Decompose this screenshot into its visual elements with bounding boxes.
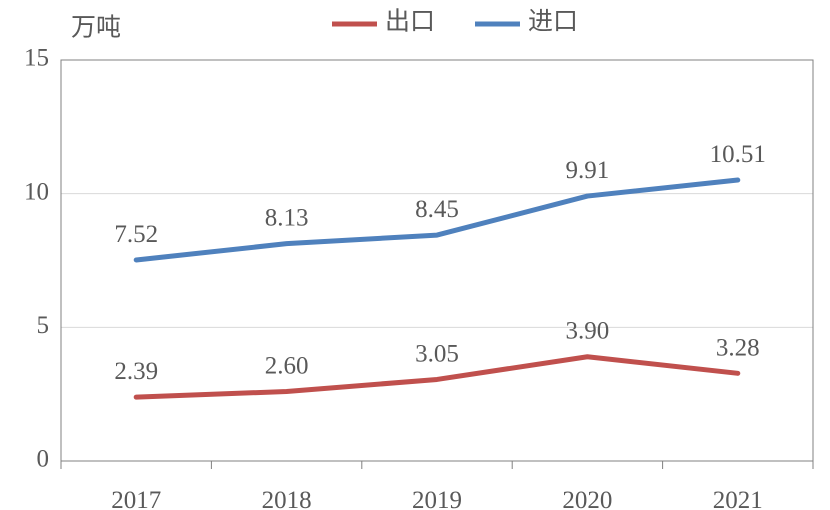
x-tick-label: 2018 [262,487,312,510]
data-label-export: 2.60 [265,352,309,379]
data-label-import: 8.13 [265,205,309,232]
data-label-import: 10.51 [710,141,766,168]
y-tick-label: 0 [37,446,50,473]
y-axis-label: 万吨 [71,14,121,42]
legend-label: 出口 [385,8,435,36]
data-label-import: 7.52 [114,221,158,248]
y-tick-label: 5 [37,312,50,339]
x-tick-label: 2019 [412,487,462,510]
data-label-import: 9.91 [566,157,610,184]
y-tick-label: 15 [24,45,49,72]
y-tick-label: 10 [24,178,49,205]
data-label-import: 8.45 [415,196,459,223]
data-label-export: 2.39 [114,358,158,385]
line-chart: 0 5 10 15 2017 2018 2019 2020 2021 万吨 7.52 8.13 8.45… [0,0,830,510]
data-label-export: 3.28 [716,334,760,361]
x-tick-label: 2021 [713,487,763,510]
x-tick-label: 2017 [111,487,161,510]
legend-label: 进口 [528,9,578,36]
data-label-export: 3.90 [566,318,610,345]
data-label-export: 3.05 [415,340,459,367]
x-tick-label: 2020 [562,487,612,510]
